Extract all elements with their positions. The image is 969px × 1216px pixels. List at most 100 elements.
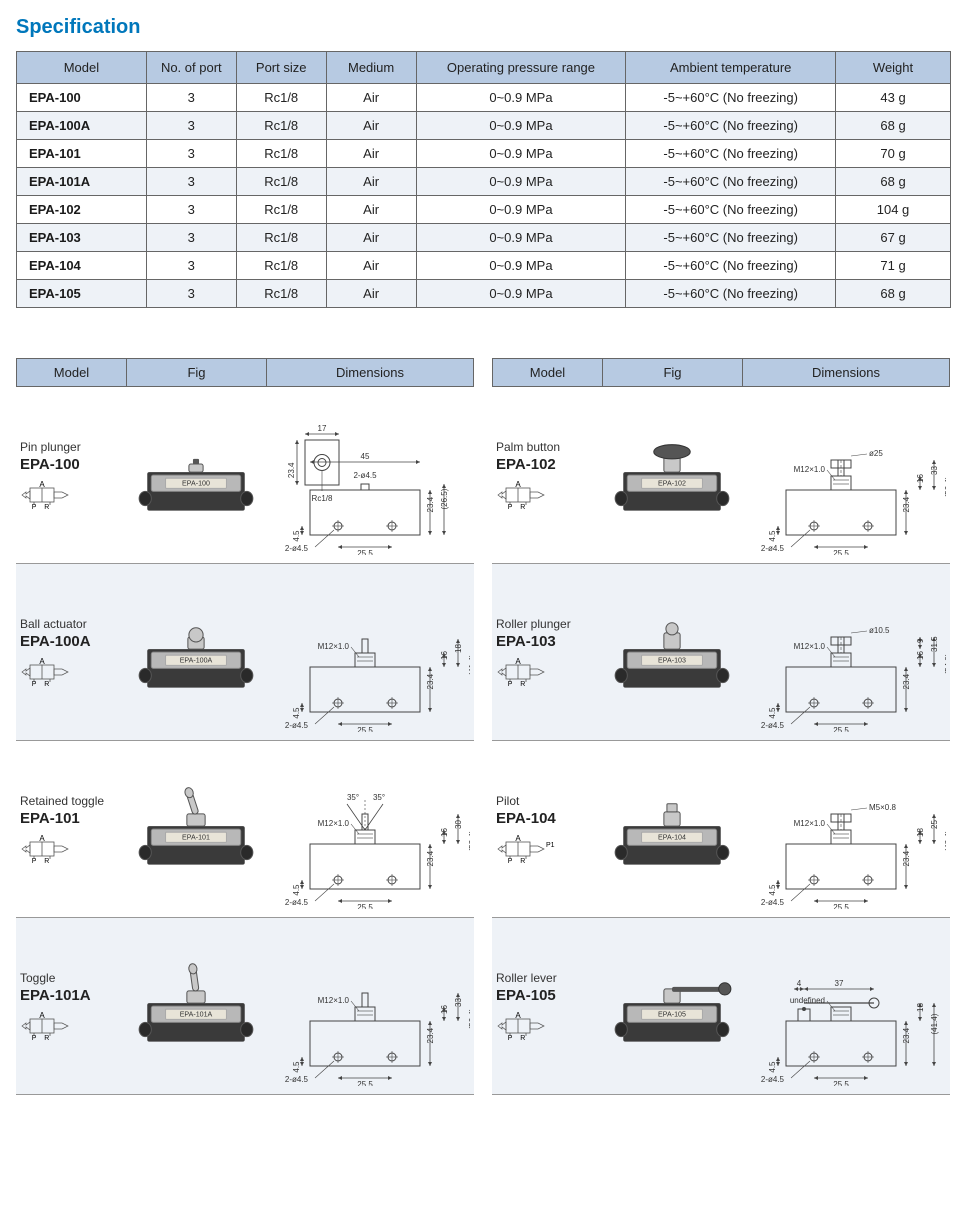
cell-ports: 3 <box>146 168 236 196</box>
dim-column-left: Model Fig Dimensions Pin plungerEPA-100A… <box>16 358 474 1095</box>
product-model: EPA-100 <box>20 456 122 473</box>
svg-text:EPA-101: EPA-101 <box>182 833 210 841</box>
svg-text:undefined: undefined <box>790 996 825 1005</box>
svg-text:P R: P R <box>32 858 53 863</box>
valve-schematic-icon: AP R <box>20 479 90 509</box>
dim-head-model: Model <box>493 359 603 386</box>
product-schematic: AP R <box>496 1010 598 1042</box>
product-figure-icon: EPA-101 <box>130 753 262 905</box>
svg-text:EPA-100: EPA-100 <box>182 479 210 487</box>
product-type: Palm button <box>496 440 598 454</box>
cell-medium: Air <box>326 112 416 140</box>
product-model: EPA-101 <box>20 810 122 827</box>
product-figure-icon: EPA-102 <box>606 399 738 551</box>
svg-text:M12×1.0: M12×1.0 <box>318 819 350 828</box>
dimension-row: ToggleEPA-101AAP REPA-101A25.52-ø4.54.52… <box>16 918 474 1095</box>
col-pressure: Operating pressure range <box>416 52 626 84</box>
svg-text:4: 4 <box>797 979 802 988</box>
product-label: Pin plunger EPA-100 AP R <box>16 387 126 563</box>
dim-header: Model Fig Dimensions <box>16 358 474 387</box>
svg-text:25.5: 25.5 <box>833 726 849 732</box>
cell-weight: 71 g <box>836 252 951 280</box>
product-schematic: AP R <box>20 479 122 511</box>
svg-text:EPA-100A: EPA-100A <box>180 656 213 664</box>
product-label: Ball actuator EPA-100A AP R <box>16 564 126 740</box>
col-medium: Medium <box>326 52 416 84</box>
product-label: Retained toggleEPA-101AP R <box>16 741 126 917</box>
svg-text:2-ø4.5: 2-ø4.5 <box>761 721 785 730</box>
svg-text:2-ø4.5: 2-ø4.5 <box>285 544 309 553</box>
dimension-grid: Model Fig Dimensions Pin plungerEPA-100A… <box>16 358 953 1095</box>
svg-text:(54.9): (54.9) <box>944 653 946 674</box>
svg-text:P R: P R <box>32 1035 53 1040</box>
cell-model: EPA-103 <box>17 224 147 252</box>
svg-text:M12×1.0: M12×1.0 <box>318 996 350 1005</box>
svg-text:M12×1.0: M12×1.0 <box>794 642 826 651</box>
cell-model: EPA-100A <box>17 112 147 140</box>
svg-text:23.4: 23.4 <box>902 673 911 689</box>
cell-portsize: Rc1/8 <box>236 224 326 252</box>
svg-text:23.4: 23.4 <box>902 850 911 866</box>
cell-pressure: 0~0.9 MPa <box>416 140 626 168</box>
cell-pressure: 0~0.9 MPa <box>416 252 626 280</box>
svg-text:EPA-103: EPA-103 <box>658 656 686 664</box>
svg-text:M12×1.0: M12×1.0 <box>794 465 826 474</box>
dim-header: Model Fig Dimensions <box>492 358 950 387</box>
cell-medium: Air <box>326 84 416 112</box>
svg-text:P R: P R <box>508 1035 529 1040</box>
svg-text:(48.4): (48.4) <box>944 830 946 851</box>
cell-pressure: 0~0.9 MPa <box>416 280 626 308</box>
product-label: Roller plungerEPA-103AP R <box>492 564 602 740</box>
dimension-row: Ball actuatorEPA-100AAP REPA-100A25.52-ø… <box>16 564 474 741</box>
svg-text:25.5: 25.5 <box>833 549 849 555</box>
product-figure: EPA-103 <box>602 564 742 740</box>
cell-ports: 3 <box>146 196 236 224</box>
valve-schematic-icon: AP R <box>496 479 566 509</box>
product-label: Roller leverEPA-105AP R <box>492 918 602 1094</box>
cell-medium: Air <box>326 140 416 168</box>
dimension-row: Roller plungerEPA-103AP R EPA-103 25.5 2-ø4… <box>492 564 950 741</box>
cell-portsize: Rc1/8 <box>236 280 326 308</box>
cell-pressure: 0~0.9 MPa <box>416 112 626 140</box>
product-figure: EPA-102 <box>602 387 742 563</box>
dimension-row: PilotEPA-104AP1P REPA-10425.52-ø4.54.523… <box>492 741 950 918</box>
dim-column-right: Model Fig Dimensions Palm button EPA-102 A… <box>492 358 950 1095</box>
svg-text:4.5: 4.5 <box>292 1061 301 1073</box>
dimension-drawing-icon: 25.52-ø4.54.523.4M12×1.0M5×0.81825(48.4) <box>746 749 946 909</box>
col-ports: No. of port <box>146 52 236 84</box>
section-title: Specification <box>16 16 953 39</box>
cell-medium: Air <box>326 252 416 280</box>
svg-text:4.5: 4.5 <box>292 884 301 896</box>
svg-text:(56.4): (56.4) <box>944 476 946 497</box>
product-figure: EPA-100 <box>126 387 266 563</box>
product-type: Ball actuator <box>20 617 122 631</box>
svg-text:16: 16 <box>916 651 925 660</box>
svg-text:25.5: 25.5 <box>357 903 373 909</box>
svg-text:25: 25 <box>930 820 939 829</box>
cell-medium: Air <box>326 224 416 252</box>
table-row: EPA-101A3Rc1/8Air0~0.9 MPa-5~+60°C (No f… <box>17 168 951 196</box>
valve-schematic-icon: AP R <box>20 833 90 863</box>
svg-text:ø10.5: ø10.5 <box>869 626 890 635</box>
svg-text:Rc1/8: Rc1/8 <box>312 494 333 503</box>
svg-text:P R: P R <box>32 504 53 509</box>
svg-text:2-ø4.5: 2-ø4.5 <box>285 721 309 730</box>
cell-weight: 68 g <box>836 112 951 140</box>
dim-head-dim: Dimensions <box>743 359 949 386</box>
svg-text:23.4: 23.4 <box>426 496 435 512</box>
cell-ports: 3 <box>146 84 236 112</box>
product-schematic: AP R <box>20 656 122 688</box>
svg-text:(41.4): (41.4) <box>468 654 470 675</box>
product-type: Pin plunger <box>20 440 122 454</box>
product-model: EPA-100A <box>20 633 122 650</box>
svg-text:16: 16 <box>440 828 449 837</box>
col-weight: Weight <box>836 52 951 84</box>
svg-text:2-ø4.5: 2-ø4.5 <box>285 1075 309 1084</box>
cell-model: EPA-101A <box>17 168 147 196</box>
svg-text:2-ø4.5: 2-ø4.5 <box>761 1075 785 1084</box>
cell-temp: -5~+60°C (No freezing) <box>626 280 836 308</box>
svg-text:4.5: 4.5 <box>292 707 301 719</box>
cell-pressure: 0~0.9 MPa <box>416 168 626 196</box>
svg-text:31.5: 31.5 <box>930 636 939 652</box>
svg-text:4.5: 4.5 <box>768 884 777 896</box>
